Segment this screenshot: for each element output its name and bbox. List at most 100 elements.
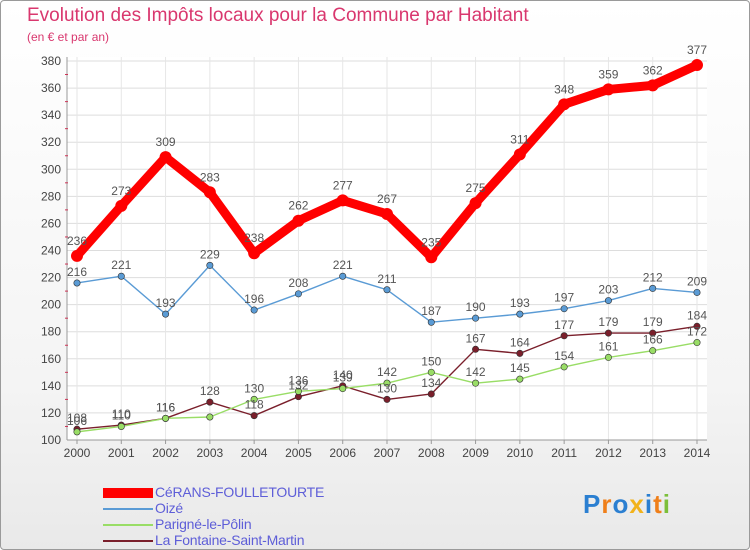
data-label: 118	[245, 398, 264, 412]
y-tick-label: 300	[41, 162, 61, 176]
x-tick-label: 2003	[197, 446, 224, 460]
data-point	[71, 249, 83, 262]
data-point	[560, 363, 568, 371]
data-label: 211	[377, 272, 396, 286]
x-tick-label: 2014	[684, 446, 711, 460]
data-label: 311	[510, 132, 529, 146]
data-point	[649, 329, 657, 337]
data-label: 235	[421, 235, 441, 249]
data-label: 132	[288, 379, 308, 393]
legend-swatch	[103, 488, 153, 498]
data-label: 209	[687, 274, 707, 288]
x-tick-label: 2000	[64, 446, 91, 460]
data-label: 150	[421, 354, 441, 368]
data-point	[516, 375, 524, 383]
data-point	[162, 310, 170, 318]
data-point	[162, 414, 170, 422]
y-tick-label: 100	[41, 433, 61, 447]
data-label: 161	[598, 339, 618, 353]
data-point	[693, 322, 701, 330]
data-point	[206, 413, 214, 421]
data-label: 128	[200, 384, 220, 398]
data-label: 238	[244, 231, 264, 245]
data-point	[248, 247, 261, 260]
data-point	[250, 306, 258, 314]
data-label: 184	[687, 308, 707, 322]
data-label: 139	[333, 371, 353, 385]
data-label: 208	[288, 276, 308, 290]
data-label: 190	[466, 300, 486, 314]
x-tick-label: 2008	[418, 446, 445, 460]
data-point	[472, 345, 480, 353]
data-point	[117, 422, 125, 430]
data-label: 140	[333, 368, 353, 382]
logo-letter: P	[583, 489, 602, 519]
y-tick-label: 180	[41, 325, 61, 339]
data-label: 130	[244, 381, 264, 395]
y-tick-label: 220	[41, 271, 61, 285]
data-label: 110	[112, 407, 131, 421]
logo-letter: i	[662, 489, 671, 519]
logo-letter: o	[612, 489, 630, 519]
x-tick-label: 2011	[551, 446, 577, 460]
data-label: 142	[377, 365, 397, 379]
data-label: 283	[200, 170, 220, 184]
data-point	[294, 290, 302, 298]
data-label: 108	[67, 411, 87, 425]
data-point	[516, 310, 524, 318]
data-point	[339, 272, 347, 280]
chart-subtitle: (en € et par an)	[27, 30, 110, 44]
data-point	[693, 339, 701, 347]
data-point	[159, 151, 172, 164]
y-tick-label: 360	[41, 81, 61, 95]
data-point	[604, 329, 612, 337]
data-label: 116	[156, 400, 175, 414]
legend-label: Oizé	[155, 500, 183, 516]
data-label: 187	[421, 304, 441, 318]
x-tick-label: 2005	[285, 446, 312, 460]
data-point	[469, 197, 482, 210]
data-point	[604, 297, 612, 305]
x-tick-label: 2001	[108, 446, 135, 460]
data-point	[560, 305, 568, 313]
data-label: 221	[333, 258, 353, 272]
y-tick-label: 280	[41, 189, 61, 203]
data-point	[427, 390, 435, 398]
y-tick-label: 120	[41, 406, 61, 420]
data-label: 273	[111, 184, 131, 198]
data-label: 212	[643, 270, 663, 284]
data-label: 216	[67, 265, 87, 279]
data-point	[117, 272, 125, 280]
legend-label: CéRANS-FOULLETOURTE	[155, 484, 325, 500]
data-label: 229	[200, 247, 220, 261]
data-label: 134	[421, 376, 441, 390]
legend-swatch	[103, 540, 153, 542]
data-point	[425, 251, 438, 264]
data-label: 275	[466, 181, 486, 195]
data-label: 309	[156, 135, 176, 149]
y-tick-label: 200	[41, 298, 61, 312]
data-label: 262	[288, 199, 308, 213]
chart-title: Evolution des Impôts locaux pour la Comm…	[27, 5, 529, 26]
data-point	[472, 314, 480, 322]
y-tick-label: 160	[41, 352, 61, 366]
data-label: 196	[244, 292, 264, 306]
y-tick-label: 260	[41, 216, 61, 230]
data-label: 116	[156, 400, 175, 414]
data-point	[649, 284, 657, 292]
data-label: 267	[377, 192, 397, 206]
legend-swatch	[103, 508, 153, 510]
data-point	[604, 353, 612, 361]
data-point	[516, 349, 524, 357]
data-point	[381, 207, 393, 220]
data-label: 136	[288, 373, 308, 387]
data-point	[693, 288, 701, 296]
x-tick-label: 2009	[462, 446, 489, 460]
y-tick-label: 140	[41, 379, 61, 393]
data-point	[602, 83, 615, 96]
data-point	[649, 347, 657, 355]
data-point	[250, 412, 258, 420]
data-label: 197	[554, 291, 574, 305]
data-label: 277	[333, 178, 353, 192]
data-point	[203, 186, 216, 199]
